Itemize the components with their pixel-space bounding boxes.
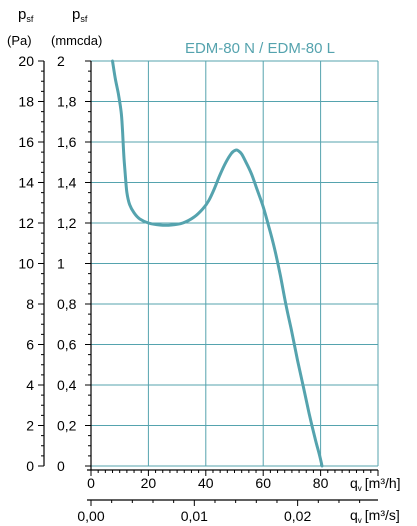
x-axis-m3s-label: qv [m³/s]: [350, 507, 400, 525]
y-axis-pa-tick-label: 8: [26, 296, 34, 312]
y-axis-mmcda-sub: sf: [80, 14, 88, 24]
y-axis-pa-tick-label: 12: [18, 215, 34, 231]
y-axis-mmcda-unit: (mmcda): [51, 33, 102, 48]
x-axis-m3h-sub: v: [358, 484, 362, 493]
x-axis-m3s-tick-label: 0,01: [181, 508, 208, 524]
y-axis-mmcda-tick-label: 1: [57, 256, 65, 272]
x-axis-m3s-unit: [m³/s]: [365, 507, 400, 523]
y-axis-pa-tick-label: 18: [18, 94, 34, 110]
ticks: [38, 60, 379, 506]
y-axis-mmcda-tick-label: 0,4: [57, 377, 77, 393]
x-axis-m3h-tick-label: 40: [198, 475, 214, 491]
y-axis-mmcda-symbol: p: [72, 6, 80, 23]
y-axis-pa-tick-label: 16: [18, 134, 34, 150]
y-axis-pa-tick-label: 20: [18, 53, 34, 69]
series-line: [111, 59, 324, 468]
y-axis-pa-tick-label: 2: [26, 418, 34, 434]
tick-labels: 0246810121416182000,20,40,60,811,21,41,6…: [18, 53, 328, 524]
y-axis-mmcda-tick-label: 0,2: [57, 418, 77, 434]
x-axis-m3s-sub: v: [358, 516, 362, 525]
x-axis-m3s-tick-label: 0,00: [77, 508, 104, 524]
y-axis-pa-tick-label: 6: [26, 337, 34, 353]
y-axis-mmcda-tick-label: 1,6: [57, 134, 77, 150]
x-axis-m3h-tick-label: 80: [313, 475, 329, 491]
chart-title: EDM-80 N / EDM-80 L: [185, 40, 335, 57]
x-axis-m3h-symbol: q: [350, 475, 358, 491]
grid: [91, 60, 379, 467]
y-axis-pa-tick-label: 0: [26, 458, 34, 474]
y-axis-mmcda-tick-label: 0,6: [57, 337, 77, 353]
y-axis-pa-unit: (Pa): [7, 33, 32, 48]
y-axis-pa-sub: sf: [26, 14, 34, 24]
x-axis-m3s-tick-label: 0,02: [284, 508, 311, 524]
y-axis-mmcda-tick-label: 1,4: [57, 175, 77, 191]
axes: [43, 61, 378, 501]
y-axis-mmcda-tick-label: 1,8: [57, 94, 77, 110]
y-axis-mmcda-tick-label: 0,8: [57, 296, 77, 312]
y-axis-pa-label: psf: [18, 6, 34, 24]
x-axis-m3h-unit: [m³/h]: [365, 475, 401, 491]
y-axis-pa-tick-label: 4: [26, 377, 34, 393]
y-axis-mmcda-tick-label: 2: [57, 53, 65, 69]
x-axis-m3h-label: qv [m³/h]: [350, 475, 401, 493]
y-axis-pa-tick-label: 14: [18, 175, 34, 191]
x-axis-m3h-tick-label: 0: [87, 475, 95, 491]
y-axis-mmcda-tick-label: 1,2: [57, 215, 77, 231]
y-axis-mmcda-tick-label: 0: [57, 458, 65, 474]
x-axis-m3s-symbol: q: [350, 507, 358, 523]
x-axis-m3h-tick-label: 20: [141, 475, 157, 491]
x-axis-m3h-tick-label: 60: [255, 475, 271, 491]
y-axis-pa-symbol: p: [18, 6, 26, 23]
y-axis-mmcda-label: psf: [72, 6, 88, 24]
y-axis-pa-tick-label: 10: [18, 256, 34, 272]
